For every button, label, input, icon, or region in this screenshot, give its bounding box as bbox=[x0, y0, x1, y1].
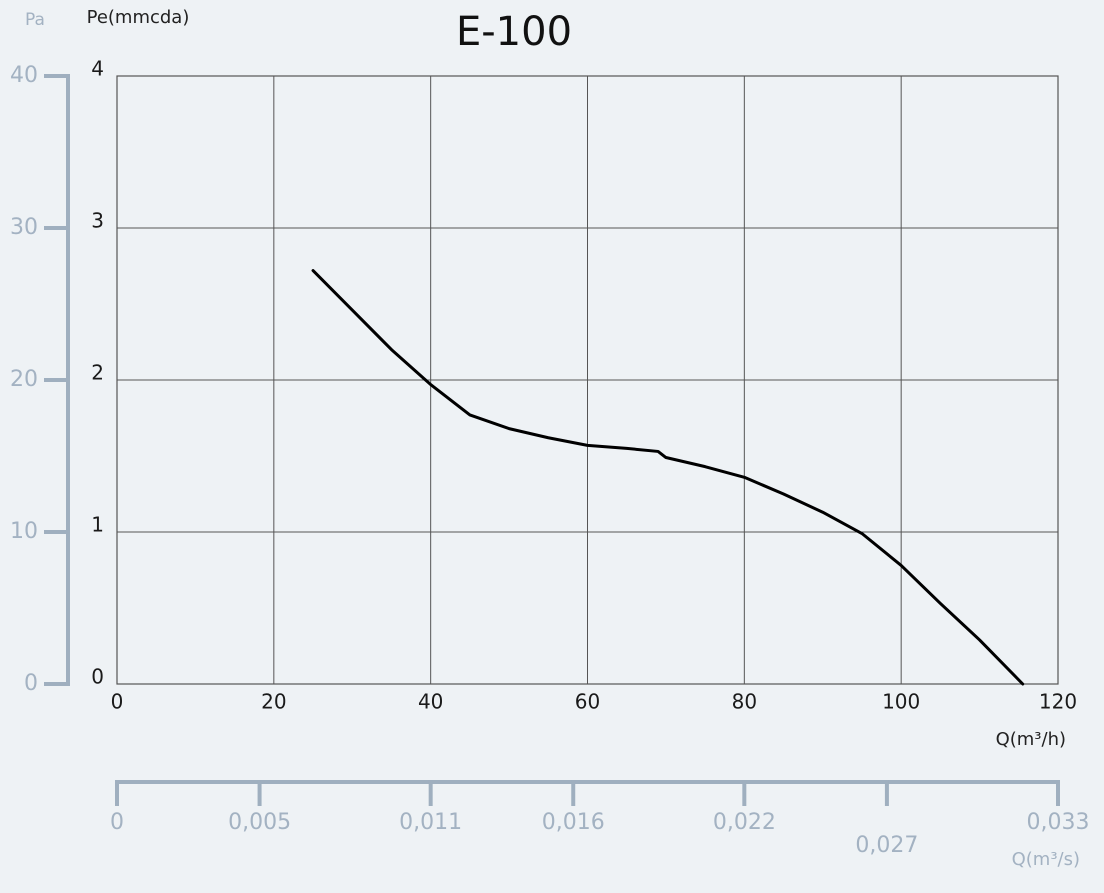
y-tick-label: 0 bbox=[91, 665, 104, 689]
x-axis-title: Q(m³/h) bbox=[996, 729, 1066, 750]
x-tick-label: 60 bbox=[575, 690, 600, 714]
y-axis-title: Pe(mmcda) bbox=[87, 7, 190, 28]
y2-tick-label: 40 bbox=[10, 63, 38, 88]
y-tick-label: 1 bbox=[91, 513, 104, 537]
x-tick-label: 0 bbox=[111, 690, 124, 714]
x2-tick-label: 0,011 bbox=[399, 810, 462, 835]
y-tick-label: 2 bbox=[91, 361, 104, 385]
chart-title: E-100 bbox=[456, 9, 572, 55]
x-tick-label: 40 bbox=[418, 690, 443, 714]
x2-tick-label: 0,027 bbox=[855, 833, 918, 858]
y2-tick-label: 30 bbox=[10, 215, 38, 240]
x2-axis-title: Q(m³/s) bbox=[1012, 849, 1080, 870]
x-tick-label: 20 bbox=[261, 690, 286, 714]
x2-tick-label: 0,005 bbox=[228, 810, 291, 835]
x2-tick-label: 0,022 bbox=[713, 810, 776, 835]
y2-tick-label: 20 bbox=[10, 367, 38, 392]
x-tick-label: 120 bbox=[1039, 690, 1077, 714]
x-tick-label: 100 bbox=[882, 690, 920, 714]
y2-tick-label: 0 bbox=[24, 671, 38, 696]
y2-tick-label: 10 bbox=[10, 519, 38, 544]
x2-tick-label: 0 bbox=[110, 810, 124, 835]
x2-tick-label: 0,016 bbox=[542, 810, 605, 835]
y2-axis-title: Pa bbox=[25, 10, 45, 30]
y-tick-label: 3 bbox=[91, 209, 104, 233]
x2-tick-label: 0,033 bbox=[1027, 810, 1090, 835]
line bbox=[311, 269, 1025, 686]
x-tick-label: 80 bbox=[732, 690, 757, 714]
y-tick-label: 4 bbox=[91, 57, 104, 81]
